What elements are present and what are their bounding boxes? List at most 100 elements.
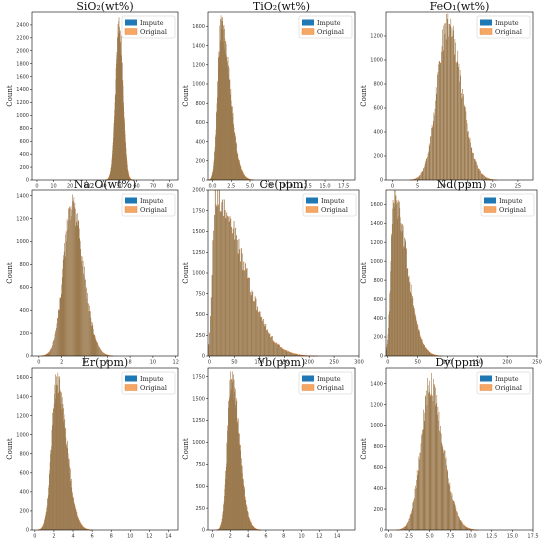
original-bar-edge [452, 36, 453, 37]
histogram-bar [241, 171, 243, 180]
original-bar-edge [462, 524, 464, 526]
x-tick-label: 6 [91, 534, 94, 539]
x-tick-label: 20 [67, 184, 73, 190]
original-bar-edge [231, 371, 233, 373]
histogram-bar [231, 379, 233, 530]
original-bar-edge [286, 350, 288, 351]
histogram-bar [75, 208, 76, 356]
original-bar-edge [250, 522, 251, 523]
histogram-bar [402, 230, 404, 356]
histogram-bar [459, 518, 460, 530]
histogram-bar [240, 166, 241, 180]
original-bar-edge [108, 355, 110, 357]
original-bar-edge [212, 171, 214, 173]
histogram-bar [408, 521, 409, 530]
original-bar-edge [226, 212, 228, 214]
original-bar-edge [425, 395, 426, 397]
histogram-bar [466, 527, 468, 530]
original-bar-edge [81, 524, 82, 526]
original-bar-edge [70, 481, 72, 483]
histogram-bar [79, 240, 81, 356]
y-tick-label: 600 [19, 471, 29, 477]
original-bar-edge [50, 348, 52, 350]
original-bar-edge [66, 443, 68, 445]
original-bar-edge [255, 298, 257, 300]
original-bar-edge [257, 306, 259, 308]
original-bar-edge [436, 355, 437, 356]
histogram-bar [47, 498, 49, 530]
original-bar-edge [238, 160, 240, 161]
histogram-bar [40, 528, 42, 530]
histogram-bar [399, 202, 400, 356]
histogram-bar [79, 521, 81, 530]
y-tick-label: 1400 [370, 381, 383, 387]
original-bar-edge [228, 400, 229, 402]
histogram-bar [75, 508, 77, 530]
original-bar-edge [427, 350, 429, 351]
original-bar-edge [64, 426, 65, 428]
histogram-bar [225, 478, 226, 530]
original-bar-edge [44, 355, 45, 356]
original-bar-edge [278, 344, 280, 346]
histogram-bar [56, 327, 57, 356]
original-bar-edge [67, 448, 69, 449]
original-bar-edge [429, 145, 431, 147]
original-bar-edge [229, 94, 231, 96]
original-bar-edge [431, 353, 433, 355]
histogram-bar [446, 465, 447, 530]
original-bar-edge [79, 521, 81, 523]
original-bar-edge [67, 221, 69, 222]
histogram-bar [233, 399, 235, 530]
histogram-bar [83, 273, 84, 356]
histogram-bar [92, 325, 94, 356]
histogram-bar [229, 380, 231, 530]
original-bar-edge [412, 296, 413, 297]
original-bar-edge [431, 353, 432, 355]
original-bar-edge [412, 307, 414, 308]
histogram-bar [451, 27, 453, 180]
original-bar-edge [412, 298, 414, 299]
legend-label-original: Original [140, 206, 167, 214]
original-bar-edge [220, 19, 221, 20]
legend-label-original: Original [140, 28, 167, 36]
histogram-bar [55, 330, 57, 356]
histogram-bar [425, 395, 426, 530]
y-tick-label: 1250 [192, 418, 205, 424]
histogram-bar [53, 340, 54, 356]
histogram-bar [424, 412, 426, 530]
original-bar-edge [391, 234, 392, 235]
histogram-bar [90, 317, 92, 356]
original-bar-edge [256, 528, 257, 530]
histogram-bar [42, 525, 44, 530]
histogram-bar [452, 30, 454, 181]
histogram-bar [96, 341, 97, 356]
original-bar-edge [392, 208, 393, 210]
histogram-bar [91, 321, 92, 356]
original-bar-edge [427, 385, 429, 387]
original-bar-edge [407, 522, 409, 524]
original-bar-edge [444, 34, 446, 35]
original-bar-edge [235, 142, 237, 144]
original-bar-edge [232, 392, 233, 394]
axes-frame [385, 189, 538, 357]
histogram-bar [424, 163, 426, 180]
histogram-bar [81, 524, 82, 530]
histogram-bar [81, 261, 82, 356]
histogram-bar [452, 499, 453, 530]
histogram-bar [61, 409, 63, 530]
original-bar-edge [458, 516, 459, 517]
original-bar-edge [103, 353, 105, 354]
original-bar-edge [472, 153, 474, 154]
histogram-bar [239, 434, 240, 530]
original-bar-edge [443, 25, 445, 27]
histogram-bar [250, 521, 252, 530]
original-bar-edge [223, 505, 224, 506]
original-bar-edge [44, 518, 46, 520]
histogram-bar [213, 230, 215, 356]
histogram-bar [97, 343, 98, 356]
histogram-bar [455, 42, 456, 181]
histogram-bar [242, 270, 244, 356]
histogram-bar [236, 404, 237, 530]
original-bar-edge [238, 160, 240, 161]
